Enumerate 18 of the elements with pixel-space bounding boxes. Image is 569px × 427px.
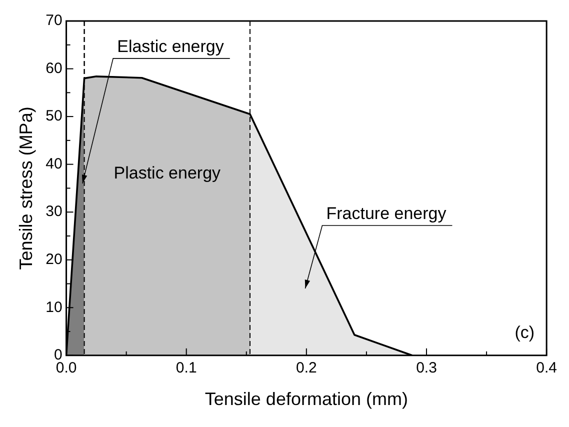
y-tick-label: 30 — [46, 203, 62, 220]
y-tick-label: 60 — [46, 60, 62, 77]
x-tick-label: 0.3 — [416, 360, 437, 377]
y-tick-label: 40 — [46, 155, 62, 172]
x-tick-label: 0.0 — [56, 360, 77, 377]
x-tick-label: 0.4 — [536, 360, 558, 377]
y-axis-title: Tensile stress (MPa) — [16, 106, 36, 270]
annotation: Fracture energy — [326, 204, 447, 224]
y-tick-label: 20 — [46, 251, 62, 268]
x-tick-label: 0.2 — [296, 360, 317, 377]
x-tick-label: 0.1 — [176, 360, 197, 377]
annotation: (c) — [514, 323, 535, 342]
x-axis-title: Tensile deformation (mm) — [204, 389, 408, 410]
y-tick-label: 50 — [46, 108, 62, 125]
annotation: Elastic energy — [117, 37, 224, 56]
y-tick-label: 10 — [46, 298, 62, 316]
annotation: Plastic energy — [114, 164, 222, 183]
y-tick-label: 70 — [46, 12, 62, 30]
